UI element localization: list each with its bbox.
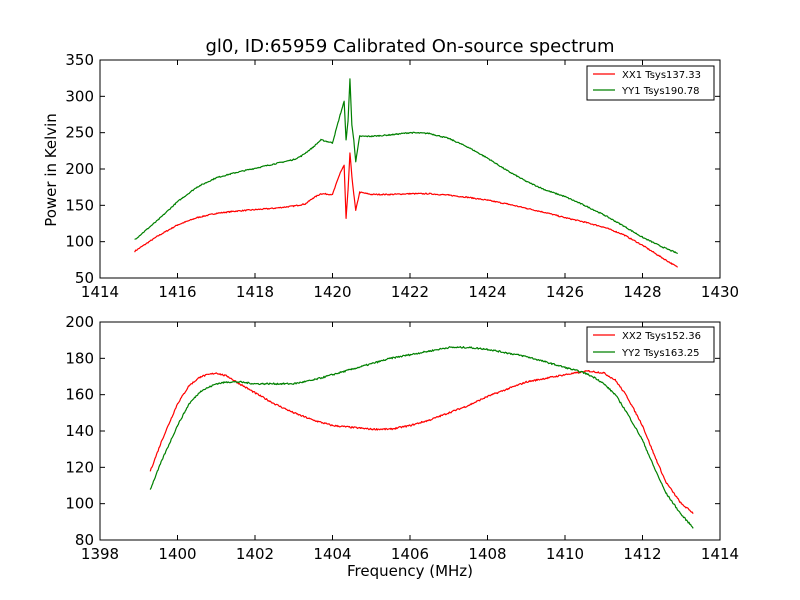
plot-area-bottom bbox=[149, 346, 694, 529]
series-line-xx1 bbox=[134, 152, 678, 268]
legend-bottom: XX2 Tsys152.36 YY2 Tsys163.25 bbox=[586, 326, 715, 363]
y-tick-label: 120 bbox=[65, 458, 94, 476]
x-tick-label: 1430 bbox=[701, 283, 739, 301]
x-tick-label: 1414 bbox=[701, 545, 739, 563]
axes-frame-top bbox=[99, 59, 721, 279]
x-tick-label: 1414 bbox=[81, 283, 119, 301]
legend-label-xx1: XX1 Tsys137.33 bbox=[622, 70, 701, 81]
x-axis-label: Frequency (MHz) bbox=[347, 562, 473, 580]
y-tick-label: 160 bbox=[65, 386, 94, 404]
series-line-yy2 bbox=[149, 346, 694, 529]
x-tick-label: 1404 bbox=[313, 545, 351, 563]
y-tick-label: 150 bbox=[65, 196, 94, 214]
x-tick-label: 1410 bbox=[546, 545, 584, 563]
x-tick-label: 1424 bbox=[468, 283, 506, 301]
x-tick-label: 1402 bbox=[236, 545, 274, 563]
bottom-subplot: Frequency (MHz) 1398 1400 1402 1404 1406 1408… bbox=[65, 313, 739, 580]
y-tick-label: 100 bbox=[65, 233, 94, 251]
legend-box bbox=[586, 65, 715, 101]
legend-label-yy2: YY2 Tsys163.25 bbox=[621, 348, 700, 359]
x-tick-label: 1406 bbox=[391, 545, 429, 563]
y-tick-label: 100 bbox=[65, 495, 94, 513]
series-line-xx2 bbox=[149, 370, 694, 514]
ticks-bottom: 1398 1400 1402 1404 1406 1408 1410 1412 1414 80 10… bbox=[65, 313, 739, 563]
axes-frame-bottom bbox=[99, 321, 721, 541]
x-tick-label: 1408 bbox=[468, 545, 506, 563]
x-tick-label: 1428 bbox=[623, 283, 661, 301]
y-tick-label: 50 bbox=[75, 269, 94, 287]
chart-title: gl0, ID:65959 Calibrated On-source spect… bbox=[205, 36, 614, 57]
series-line-yy1 bbox=[134, 78, 678, 254]
legend-label-yy1: YY1 Tsys190.78 bbox=[621, 86, 700, 97]
x-tick-label: 1416 bbox=[158, 283, 196, 301]
x-tick-label: 1400 bbox=[158, 545, 196, 563]
x-tick-label: 1422 bbox=[391, 283, 429, 301]
y-tick-label: 300 bbox=[65, 87, 94, 105]
ticks-top: 1414 1416 1418 1420 1422 1424 1426 1428 1430 50 10… bbox=[65, 51, 739, 301]
y-tick-label: 180 bbox=[65, 349, 94, 367]
top-subplot: gl0, ID:65959 Calibrated On-source spect… bbox=[42, 36, 739, 301]
y-tick-label: 200 bbox=[65, 313, 94, 331]
x-tick-label: 1420 bbox=[313, 283, 351, 301]
y-tick-label: 80 bbox=[75, 531, 94, 549]
x-tick-label: 1412 bbox=[623, 545, 661, 563]
y-tick-label: 200 bbox=[65, 160, 94, 178]
y-axis-label: Power in Kelvin bbox=[42, 113, 60, 227]
x-tick-label: 1426 bbox=[546, 283, 584, 301]
x-tick-label: 1398 bbox=[81, 545, 119, 563]
plot-area-top bbox=[134, 78, 678, 268]
y-tick-label: 350 bbox=[65, 51, 94, 69]
y-tick-label: 140 bbox=[65, 422, 94, 440]
y-tick-label: 250 bbox=[65, 124, 94, 142]
legend-label-xx2: XX2 Tsys152.36 bbox=[622, 331, 701, 342]
legend-box bbox=[586, 326, 715, 363]
legend-top: XX1 Tsys137.33 YY1 Tsys190.78 bbox=[586, 65, 715, 101]
x-tick-label: 1418 bbox=[236, 283, 274, 301]
